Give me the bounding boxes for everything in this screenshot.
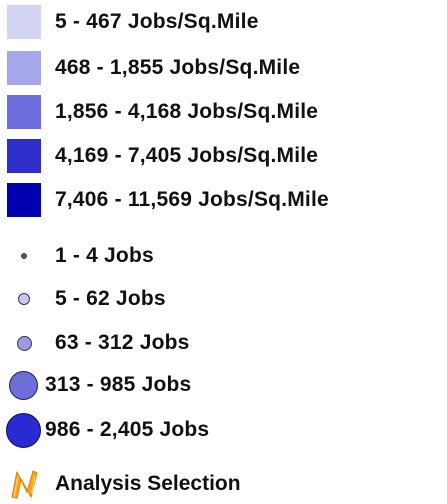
- point-symbol-icon: [17, 336, 32, 351]
- points-label: 986 - 2,405 Jobs: [45, 418, 210, 441]
- point-symbol-icon: [21, 253, 27, 259]
- density-label: 7,406 - 11,569 Jobs/Sq.Mile: [55, 188, 329, 211]
- points-label: 313 - 985 Jobs: [45, 373, 192, 396]
- point-symbol-icon: [9, 371, 38, 400]
- density-label: 5 - 467 Jobs/Sq.Mile: [55, 10, 259, 33]
- analysis-selection-icon: [11, 470, 38, 499]
- analysis-selection-label: Analysis Selection: [55, 472, 241, 495]
- density-label: 4,169 - 7,405 Jobs/Sq.Mile: [55, 144, 319, 167]
- density-label: 468 - 1,855 Jobs/Sq.Mile: [55, 56, 301, 79]
- density-swatch: [7, 139, 41, 173]
- points-label: 1 - 4 Jobs: [55, 244, 154, 267]
- density-swatch: [7, 51, 41, 85]
- density-swatch: [7, 95, 41, 129]
- points-label: 5 - 62 Jobs: [55, 287, 166, 310]
- density-swatch: [7, 183, 41, 217]
- density-label: 1,856 - 4,168 Jobs/Sq.Mile: [55, 100, 319, 123]
- density-swatch: [7, 5, 41, 39]
- points-label: 63 - 312 Jobs: [55, 331, 190, 354]
- point-symbol-icon: [18, 293, 30, 305]
- point-symbol-icon: [6, 413, 41, 448]
